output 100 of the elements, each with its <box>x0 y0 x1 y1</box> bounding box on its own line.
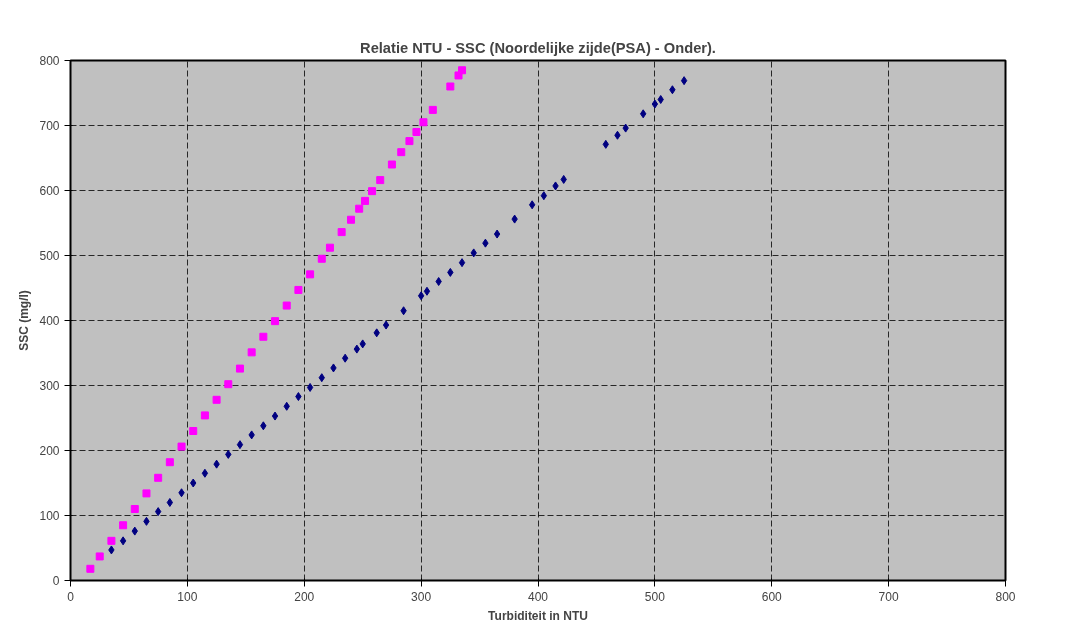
point <box>178 488 185 498</box>
point <box>190 478 197 488</box>
x-axis-title: Turbiditeit in NTU <box>488 608 588 623</box>
point <box>368 187 377 196</box>
point <box>447 267 454 277</box>
x-tick-label: 0 <box>67 589 75 604</box>
point <box>482 238 489 248</box>
point <box>271 317 280 326</box>
point <box>355 204 364 213</box>
x-tick-label: 200 <box>294 589 315 604</box>
y-tick-label: 400 <box>39 314 60 328</box>
point <box>95 552 104 561</box>
point <box>224 380 233 389</box>
point <box>560 174 567 184</box>
point <box>283 401 290 411</box>
point <box>458 258 466 268</box>
y-tick-label: 100 <box>39 509 60 523</box>
point <box>361 196 370 205</box>
point <box>166 498 174 507</box>
point <box>143 516 150 526</box>
point <box>306 270 315 279</box>
point <box>353 344 361 354</box>
point <box>493 229 501 239</box>
point <box>376 176 385 185</box>
point <box>200 411 209 420</box>
point <box>295 392 302 402</box>
point <box>622 123 629 133</box>
point <box>657 95 664 104</box>
x-tick-label: 500 <box>644 589 666 604</box>
point <box>318 373 325 383</box>
point <box>405 137 414 146</box>
point <box>435 277 442 286</box>
point <box>330 363 337 373</box>
point <box>359 339 366 349</box>
point <box>236 440 244 450</box>
point <box>419 118 428 127</box>
point <box>412 128 421 136</box>
x-tick-label: 700 <box>878 589 899 604</box>
point <box>86 564 95 573</box>
point <box>341 353 349 363</box>
point <box>540 191 548 201</box>
point <box>154 507 162 517</box>
point <box>528 200 536 210</box>
point <box>602 139 609 149</box>
x-tick-label: 800 <box>995 589 1016 604</box>
point <box>306 382 314 392</box>
point <box>119 521 128 530</box>
point <box>511 214 518 224</box>
x-tick-label: 400 <box>527 589 549 604</box>
point <box>271 411 279 421</box>
point <box>142 489 151 498</box>
x-tick-label: 600 <box>761 589 783 604</box>
point <box>131 526 138 536</box>
point <box>107 536 116 545</box>
point <box>397 148 406 157</box>
point <box>212 395 221 404</box>
point <box>177 442 186 451</box>
y-tick-label: 200 <box>39 444 60 458</box>
point <box>317 254 326 263</box>
point <box>259 332 268 341</box>
point <box>154 473 163 482</box>
point <box>552 181 559 191</box>
point <box>213 459 220 469</box>
point <box>651 99 659 109</box>
point <box>423 286 431 296</box>
y-axis-title: SSC (mg/l) <box>17 290 32 351</box>
point <box>373 328 380 338</box>
point <box>382 320 390 330</box>
point <box>189 427 198 435</box>
point <box>201 468 209 478</box>
point <box>225 449 232 459</box>
point <box>248 430 255 440</box>
y-tick-label: 600 <box>39 184 60 198</box>
point <box>640 109 647 119</box>
x-tick-label: 300 <box>411 589 432 604</box>
y-tick-label: 500 <box>39 249 60 263</box>
point <box>130 505 139 513</box>
y-tick-label: 300 <box>39 379 60 393</box>
point <box>325 243 334 252</box>
point <box>235 364 244 373</box>
point <box>446 82 455 91</box>
point <box>347 215 355 224</box>
y-tick-label: 700 <box>39 119 60 133</box>
point <box>294 285 303 294</box>
point <box>108 545 115 555</box>
point <box>400 306 407 316</box>
y-tick-label: 0 <box>52 574 60 588</box>
point <box>458 66 467 75</box>
point <box>337 228 346 237</box>
point <box>614 130 621 140</box>
point <box>417 291 425 301</box>
x-tick-label: 100 <box>177 589 198 604</box>
y-tick-label: 800 <box>39 54 60 68</box>
point <box>247 348 256 357</box>
point <box>282 301 291 310</box>
point <box>387 160 396 169</box>
point <box>680 76 688 86</box>
point <box>470 248 477 258</box>
point <box>165 458 174 467</box>
point <box>260 421 267 431</box>
